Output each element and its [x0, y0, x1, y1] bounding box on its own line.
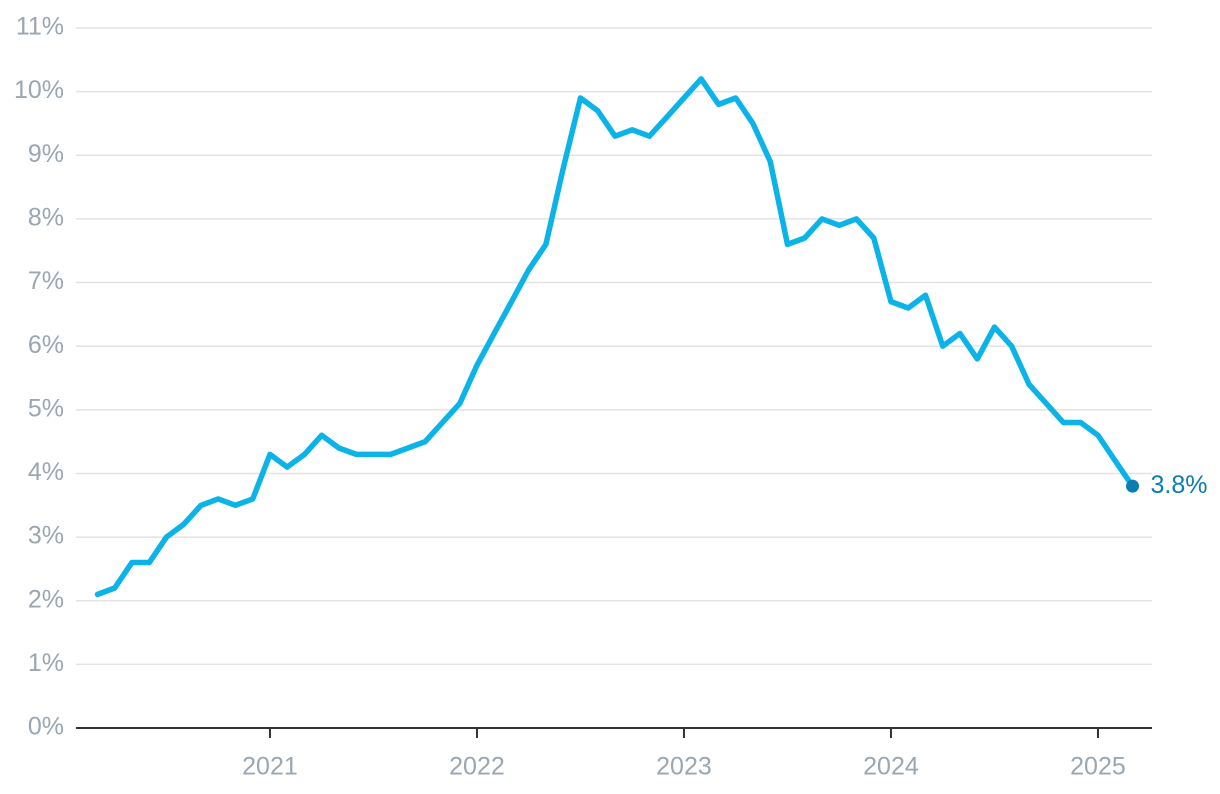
- x-tick-label: 2021: [242, 753, 298, 781]
- y-tick-label: 1%: [28, 649, 64, 677]
- y-tick-label: 4%: [28, 458, 64, 486]
- y-tick-label: 10%: [14, 76, 64, 104]
- x-tick-label: 2023: [656, 753, 712, 781]
- y-tick-label: 3%: [28, 522, 64, 550]
- y-tick-label: 9%: [28, 140, 64, 168]
- line: [94, 76, 1136, 598]
- y-tick-label: 2%: [28, 585, 64, 613]
- y-tick-label: 5%: [28, 394, 64, 422]
- x-tick-label: 2022: [449, 753, 505, 781]
- y-tick-label: 0%: [28, 713, 64, 741]
- y-tick-label: 7%: [28, 267, 64, 295]
- x-tick-label: 2025: [1070, 753, 1126, 781]
- end-point: [1126, 479, 1140, 493]
- y-tick-label: 11%: [16, 13, 64, 41]
- end-label: 3.8%: [1151, 471, 1208, 499]
- y-tick-label: 8%: [28, 204, 64, 232]
- x-tick-label: 2024: [863, 753, 919, 781]
- y-tick-label: 6%: [28, 331, 64, 359]
